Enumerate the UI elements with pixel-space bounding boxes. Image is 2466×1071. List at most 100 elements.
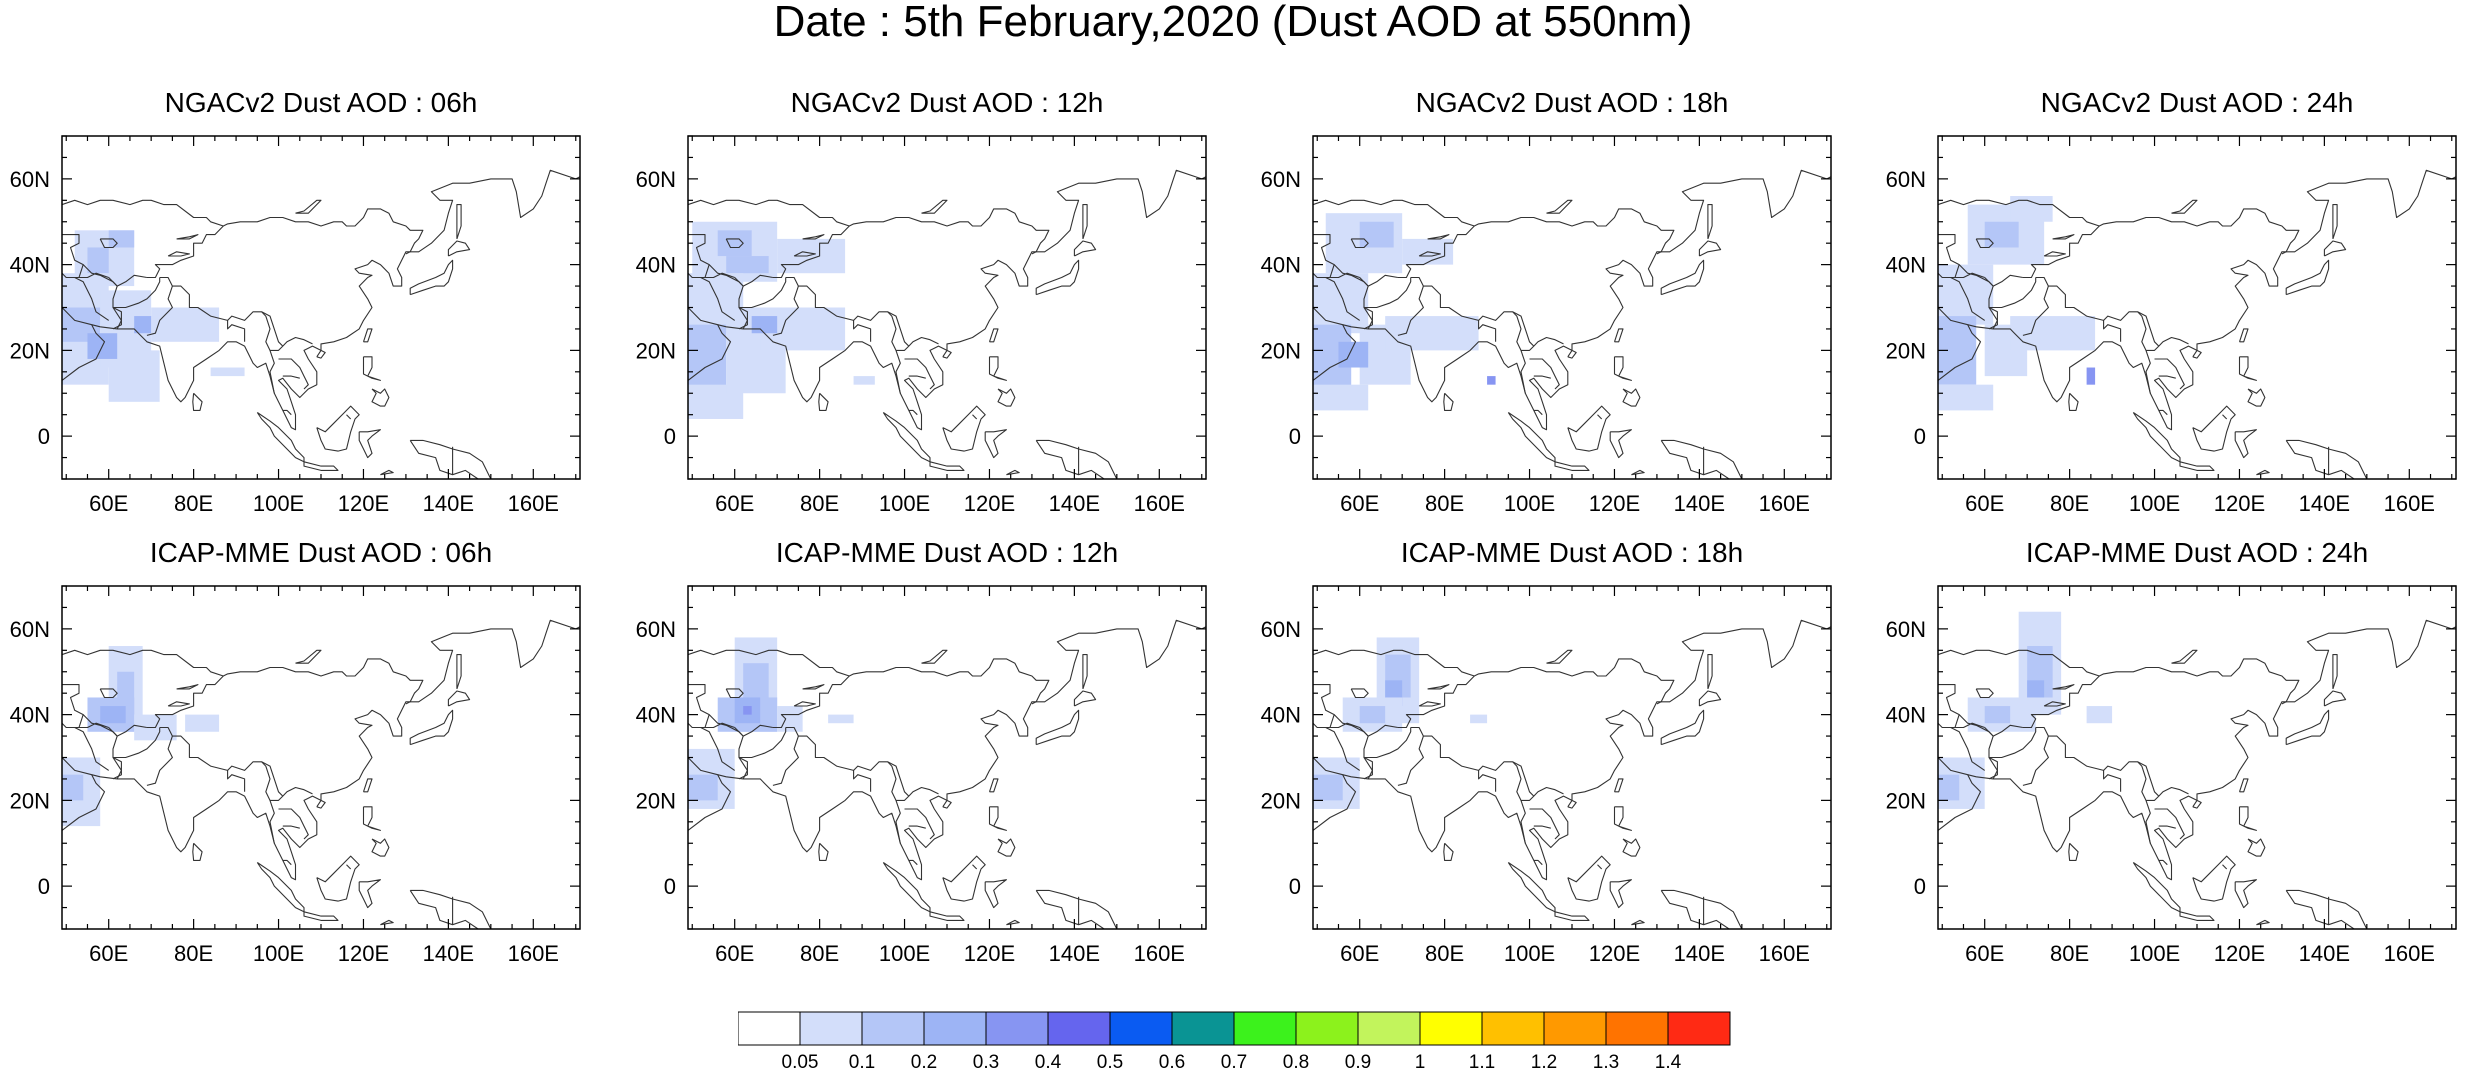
map-frame — [1312, 135, 1832, 480]
coastline — [705, 722, 735, 729]
coastline — [908, 409, 918, 416]
coastline — [1350, 688, 1369, 699]
coastline — [802, 234, 825, 240]
coastline — [1613, 328, 1624, 343]
lon-tick-label: 120E — [338, 491, 389, 516]
coastline — [1313, 757, 1357, 831]
coastline — [1988, 757, 1998, 780]
dust-aod-cell — [688, 324, 727, 394]
coastline — [1529, 358, 1560, 390]
coastline — [316, 349, 326, 359]
coastline — [785, 726, 939, 801]
colorbar-swatch — [985, 1011, 1049, 1046]
lon-tick-label: 60E — [715, 941, 754, 966]
map-plot: 60E 80E 100E 120E 140E 160E 0 20N 40N 60N — [1886, 135, 2457, 516]
coastline — [1660, 259, 1705, 296]
coastline — [908, 825, 926, 829]
coastline — [1397, 225, 1475, 279]
coastline — [1512, 311, 1535, 347]
coastline — [705, 272, 735, 279]
coastline — [984, 879, 1007, 909]
coastline — [1313, 199, 1675, 255]
coastline — [112, 757, 122, 780]
colorbar-swatch — [1295, 1011, 1359, 1046]
coastline — [2285, 709, 2330, 746]
lat-tick-label: 0 — [1289, 874, 1301, 899]
coastline — [227, 770, 246, 792]
coastline — [1520, 350, 1526, 394]
coastline — [2247, 838, 2266, 857]
coastline — [1609, 879, 1632, 909]
coastline — [793, 701, 816, 707]
coastline — [2171, 199, 2198, 214]
coastline — [112, 307, 122, 330]
coastline — [725, 688, 744, 699]
coastline — [738, 307, 748, 330]
coastline — [303, 461, 339, 471]
panel-title: ICAP-MME Dust AOD : 06h — [149, 537, 493, 568]
coastline — [2285, 439, 2368, 479]
coastline — [772, 285, 799, 336]
lat-tick-label: 20N — [1261, 338, 1301, 363]
dust-aod-cell — [828, 714, 854, 724]
map-frame — [61, 585, 581, 930]
lon-tick-label: 60E — [1340, 491, 1379, 516]
coastline — [882, 862, 931, 913]
colorbar-label: 0.05 — [782, 1052, 819, 1071]
map-panel: ICAP-MME Dust AOD : 24h 60E 80E 100E 120E 140… — [1878, 538, 2466, 971]
coastline — [1613, 778, 1624, 793]
coastline — [908, 375, 926, 379]
coastline — [904, 358, 935, 390]
coastline — [887, 311, 910, 347]
lat-tick-label: 40N — [1886, 703, 1926, 728]
coastline — [1984, 724, 2023, 737]
dust-aod-cell — [100, 706, 126, 724]
coastline — [2192, 349, 2202, 359]
coastline — [2179, 461, 2215, 471]
coastline — [303, 911, 339, 921]
map-panel: NGACv2 Dust AOD : 18h 60E 80E 100E 120E 140E 1… — [1253, 88, 1891, 521]
coastline — [1554, 911, 1590, 921]
coastline — [1363, 757, 1373, 780]
coastline — [1984, 274, 2023, 287]
coastline — [79, 722, 109, 729]
coastline — [82, 714, 122, 780]
map-panel: NGACv2 Dust AOD : 12h 60E 80E 100E 120E 140E 1… — [628, 88, 1266, 521]
colorbar-label: 1.2 — [1531, 1052, 1557, 1071]
colorbar-label: 1 — [1415, 1052, 1426, 1071]
colorbar-label: 0.4 — [1035, 1052, 1062, 1071]
coastline — [371, 838, 390, 857]
coastline — [362, 778, 373, 793]
coastline — [1325, 277, 1361, 321]
coastline — [2323, 690, 2347, 707]
coastline — [2022, 285, 2049, 336]
coastline — [1410, 726, 1564, 801]
coastline — [1035, 889, 1118, 929]
dust-aod-cell — [1938, 774, 1960, 801]
coastline — [738, 757, 748, 780]
lon-tick-label: 100E — [879, 941, 930, 966]
colorbar-label: 0.6 — [1159, 1052, 1185, 1071]
lon-tick-label: 160E — [508, 941, 559, 966]
coastline — [929, 461, 965, 471]
coastline — [708, 714, 748, 780]
coastline — [1512, 761, 1535, 797]
colorbar-label: 0.9 — [1345, 1052, 1371, 1071]
lon-tick-label: 80E — [800, 491, 839, 516]
map-plot: 60E 80E 100E 120E 140E 160E 0 20N 40N 60N — [1261, 135, 1832, 516]
coastline — [2222, 864, 2228, 870]
colorbar-label: 0.2 — [911, 1052, 937, 1071]
coastline — [1427, 234, 1450, 240]
coastline — [2171, 649, 2198, 664]
lon-tick-label: 140E — [1674, 491, 1725, 516]
coastline — [1613, 356, 1632, 381]
dust-aod-cell — [62, 774, 84, 801]
coastline — [688, 757, 732, 831]
coastline — [1507, 412, 1556, 463]
coastline — [1597, 414, 1603, 420]
coastline — [380, 919, 394, 926]
coastline — [176, 234, 199, 240]
colorbar-swatch — [1047, 1011, 1111, 1046]
colorbar-label: 0.1 — [849, 1052, 875, 1071]
dust-aod-cell — [1984, 706, 2011, 724]
